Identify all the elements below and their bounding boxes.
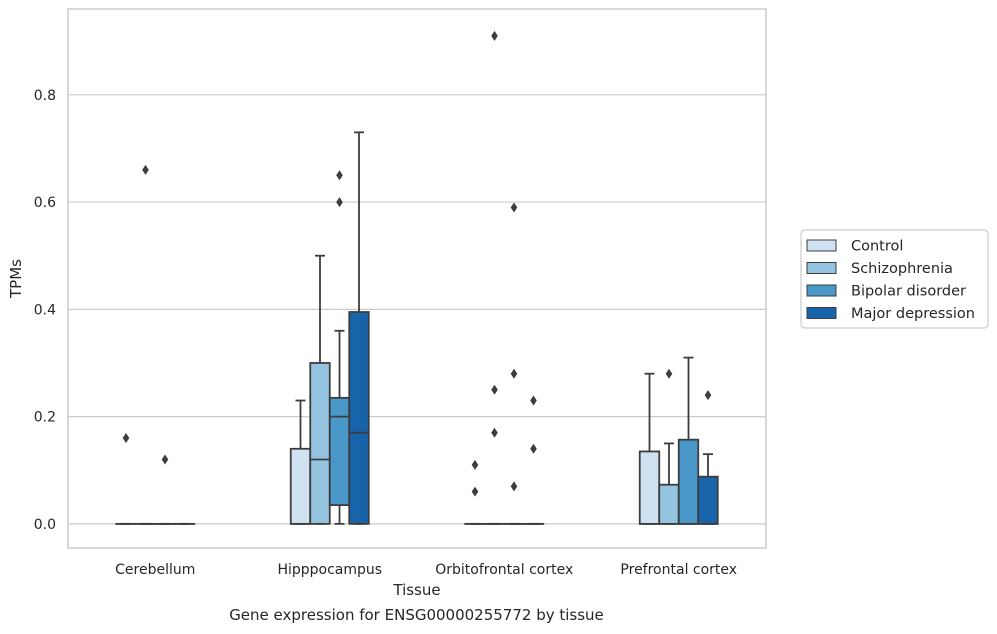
outlier-point (142, 164, 149, 175)
box-body (309, 362, 331, 525)
chart-caption: Gene expression for ENSG00000255772 by t… (229, 606, 604, 624)
legend-entry-label: Major depression (851, 306, 975, 322)
box-2-1 (483, 30, 506, 525)
outlier-point (491, 427, 498, 438)
y-tick-label: 0.0 (34, 517, 56, 533)
outlier-point (530, 395, 537, 406)
y-tick-label: 0.6 (34, 195, 56, 211)
outlier-point (471, 459, 479, 470)
box-body (328, 396, 351, 506)
box-3-0 (638, 372, 661, 525)
outlier-point (491, 384, 498, 395)
box-2-3 (522, 395, 545, 525)
outlier-point (510, 481, 518, 492)
legend-swatch (806, 284, 837, 297)
box-1-1 (309, 254, 331, 525)
x-tick-label: Orbitofrontal cortex (435, 562, 573, 578)
x-axis-label: Tissue (392, 581, 440, 599)
box-2-2 (503, 202, 525, 525)
box-1-0 (289, 399, 312, 525)
box-0-0 (115, 433, 137, 525)
box-0-2 (154, 454, 176, 525)
plot-frame (67, 8, 767, 549)
box-2-0 (464, 459, 486, 525)
box-3-2 (677, 356, 700, 525)
outlier-point (510, 368, 518, 379)
y-tick-labels: 0.0 0.2 0.4 0.6 0.8 (34, 88, 56, 533)
grid-lines (68, 94, 766, 525)
box-1-2 (328, 170, 351, 525)
outlier-point (530, 443, 537, 454)
outlier-point (336, 170, 343, 181)
legend-entry-label: Bipolar disorder (851, 284, 966, 300)
x-tick-labels: Cerebellum Hipppocampus Orbitofrontal cort… (115, 562, 737, 578)
box-body (289, 447, 312, 525)
y-tick-label: 0.2 (34, 410, 56, 426)
outlier-point (704, 390, 712, 401)
box-body (677, 438, 700, 525)
legend-entry-label: Schizophrenia (851, 261, 953, 277)
outlier-point (471, 486, 479, 497)
outlier-point (336, 197, 343, 208)
box-body (638, 450, 661, 525)
box-1-3 (348, 131, 370, 525)
outlier-point (122, 433, 130, 444)
outlier-point (491, 30, 498, 41)
y-axis-label: TPMs (7, 259, 25, 299)
outlier-point (510, 202, 518, 213)
box-body (697, 475, 719, 525)
box-groups (115, 30, 719, 525)
legend-swatch (806, 262, 837, 274)
legend-entry-label: Control (851, 239, 903, 255)
x-tick-label: Cerebellum (115, 562, 195, 578)
legend-swatch (806, 307, 837, 319)
y-tick-label: 0.8 (34, 88, 56, 104)
x-tick-label: Prefrontal cortex (620, 562, 737, 578)
box-body (348, 311, 370, 525)
x-tick-label: Hipppocampus (277, 562, 382, 578)
outlier-point (665, 368, 673, 379)
y-tick-label: 0.4 (34, 302, 56, 318)
legend-swatch (806, 239, 837, 252)
box-3-3 (697, 390, 719, 525)
box-0-1 (134, 164, 157, 525)
outlier-point (161, 454, 169, 465)
legend: Control Schizophrenia Bipolar disorder Majo… (800, 229, 989, 329)
box-body (658, 483, 680, 525)
box-3-1 (658, 368, 680, 525)
legend-frame (800, 229, 989, 329)
